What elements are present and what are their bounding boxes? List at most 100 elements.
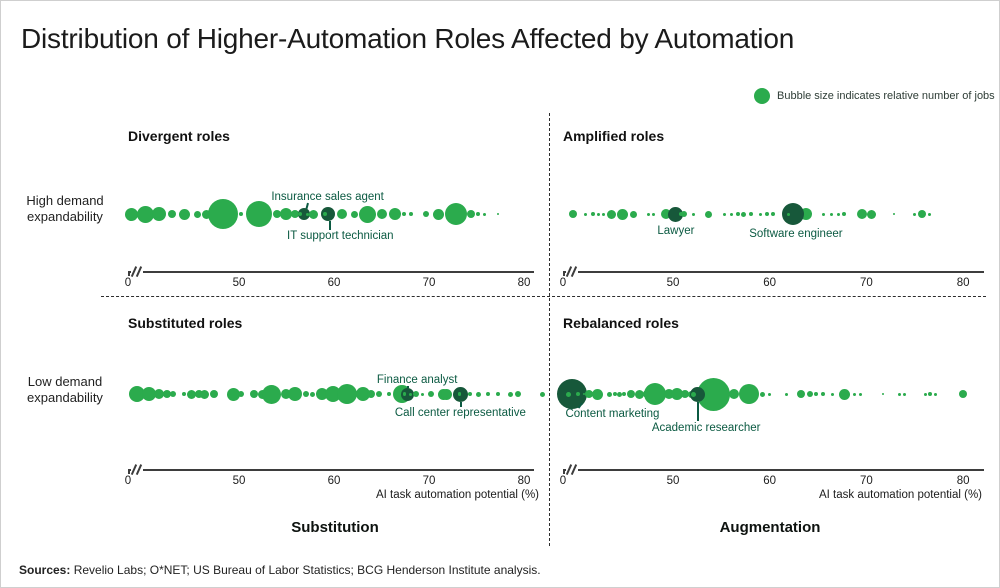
bubble: [859, 392, 863, 396]
bubble: [597, 212, 601, 216]
role-connector-line: [460, 402, 462, 407]
axis-zero-tick: [563, 470, 565, 474]
bubble: [612, 392, 617, 396]
bubble: [814, 392, 819, 396]
bubble: [367, 390, 376, 398]
bubble: [690, 391, 696, 397]
sources-label: Sources:: [19, 563, 71, 577]
bubble: [508, 391, 514, 397]
bubble: [853, 392, 857, 396]
bubble: [202, 209, 212, 219]
bubble: [336, 209, 347, 219]
bubble: [387, 392, 392, 396]
bubble: [836, 212, 840, 216]
row-label-line: Low demand: [27, 374, 103, 389]
role-label: Insurance sales agent: [271, 191, 384, 203]
bubble: [576, 392, 581, 396]
bubble: [475, 391, 481, 397]
quadrant-title-rebalanced: Rebalanced roles: [563, 315, 679, 331]
bubble: [670, 388, 683, 400]
bubble: [866, 209, 876, 219]
axis-tick-label: 0: [124, 277, 132, 289]
bubble: [759, 212, 763, 216]
bubble: [959, 390, 968, 398]
axis-zero-tick: [128, 470, 130, 474]
bubble: [760, 391, 766, 397]
axis-tick-label: 60: [763, 475, 777, 487]
bubble: [467, 392, 472, 396]
quadrant-divider-vertical: [549, 113, 550, 546]
bubble: [388, 208, 401, 220]
axis-tick-label: 50: [232, 277, 246, 289]
role-label: Finance analyst: [376, 374, 458, 386]
bubble: [856, 209, 867, 219]
bubble: [621, 392, 626, 396]
bubble: [291, 210, 300, 218]
bubble: [162, 390, 171, 398]
bubble: [728, 389, 739, 399]
legend-label: Bubble size indicates relative number of…: [777, 90, 995, 102]
axis-tick-label: 0: [559, 475, 567, 487]
bubble: [423, 211, 430, 217]
bubble: [933, 392, 937, 396]
bubble-highlighted-role: [668, 206, 684, 222]
bubble: [125, 207, 139, 221]
bubble: [200, 389, 210, 399]
bubble: [652, 212, 656, 216]
role-label: Content marketing: [565, 408, 660, 420]
bubble: [838, 388, 850, 400]
bubble: [601, 212, 605, 216]
bubble: [592, 388, 604, 400]
row-label-high-demand: High demand expandability: [11, 193, 119, 225]
bubble: [261, 384, 281, 404]
role-connector-line: [407, 386, 409, 388]
bubble: [881, 393, 884, 395]
bubble: [897, 392, 901, 396]
bubble: [913, 212, 917, 216]
bubble: [305, 212, 309, 216]
role-label: Call center representative: [394, 407, 526, 419]
bubble: [433, 208, 444, 220]
bubble: [325, 386, 342, 402]
bubble: [917, 210, 926, 218]
axis-tick-label: 80: [956, 277, 970, 289]
bubble: [643, 383, 666, 405]
bubble: [927, 212, 931, 216]
bubble: [485, 392, 490, 396]
bubble: [420, 392, 424, 396]
bubble: [375, 391, 382, 397]
bubble: [476, 212, 481, 216]
bubble: [768, 392, 772, 396]
bubble: [152, 207, 167, 221]
axis-tick-label: 50: [666, 277, 680, 289]
axis-tick-label: 50: [232, 475, 246, 487]
bubble: [273, 210, 281, 218]
bubble: [627, 390, 636, 398]
quadrant-divider-horizontal: [101, 296, 986, 297]
bubble: [466, 210, 475, 218]
axis-tick-label: 70: [859, 277, 873, 289]
bubble: [181, 392, 186, 396]
bubble: [279, 208, 292, 220]
bubble: [238, 212, 243, 216]
bubble: [355, 387, 370, 401]
bubble: [137, 205, 155, 223]
role-label: Lawyer: [657, 225, 695, 237]
legend: Bubble size indicates relative number of…: [754, 88, 995, 104]
bubble: [749, 212, 754, 216]
role-label: IT support technician: [287, 230, 394, 242]
quadrant-title-divergent: Divergent roles: [128, 128, 230, 144]
bubble-highlighted-role: [400, 387, 414, 401]
axis-tick-label: 70: [859, 475, 873, 487]
bubble: [893, 213, 896, 215]
bubble: [315, 388, 328, 400]
bubble: [764, 212, 769, 216]
bubble: [167, 210, 176, 218]
axis-tick-label: 60: [327, 475, 341, 487]
bubble: [661, 209, 672, 219]
bubble: [584, 390, 593, 398]
bubble: [154, 389, 165, 399]
axis-tick-label: 80: [956, 475, 970, 487]
bubble: [770, 212, 775, 216]
